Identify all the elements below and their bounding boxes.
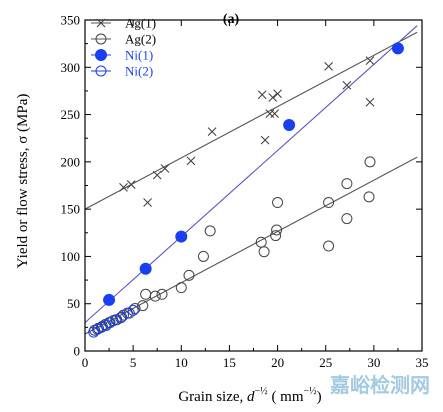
point-ni-1: [391, 42, 404, 55]
point-ag-2: [156, 288, 168, 300]
legend-marker-ag-1: [96, 18, 106, 28]
x-axis-title-close: ): [317, 389, 322, 405]
fit-line: [84, 31, 418, 210]
x-axis-title-main: Grain size,: [178, 389, 247, 405]
point-ag-1: [257, 90, 267, 100]
point-ag-2: [341, 178, 353, 190]
point-ni-1: [139, 262, 152, 275]
x-tick-label: 35: [416, 355, 429, 370]
x-axis-title-unit: ( mm: [268, 389, 304, 405]
point-ag-1: [273, 89, 282, 99]
x-axis-title-unit-sup: −½: [304, 386, 318, 397]
legend-label-ag-2: Ag(2): [125, 32, 156, 47]
point-ni-1: [283, 118, 296, 131]
point-ag-2: [323, 197, 335, 209]
point-ag-1: [365, 97, 375, 107]
point-ag-2: [149, 290, 161, 302]
panel-label: (a): [223, 12, 240, 27]
point-ag-2: [258, 246, 270, 258]
y-tick-label: 250: [61, 107, 81, 122]
x-tick-label: 20: [271, 355, 284, 370]
fit-line: [84, 25, 418, 324]
point-ag-1: [324, 61, 333, 71]
point-ag-2: [323, 240, 335, 252]
y-tick-label: 50: [67, 296, 80, 311]
y-tick-label: 0: [74, 344, 81, 359]
watermark: 嘉峪检测网: [329, 373, 430, 397]
x-axis-title: Grain size, d−½ ( mm−½): [178, 386, 321, 405]
point-ag-1: [260, 135, 270, 145]
point-ag-2: [272, 197, 284, 209]
x-tick-label: 10: [175, 355, 188, 370]
y-tick-label: 200: [61, 154, 81, 169]
legend-label-ni-2: Ni(2): [125, 64, 153, 79]
point-ni-2: [104, 317, 116, 329]
legend-label-ag-1: Ag(1): [125, 16, 156, 31]
point-ni-1: [175, 230, 188, 243]
point-ni-2: [100, 319, 112, 331]
x-tick-label: 30: [367, 355, 380, 370]
point-ag-1: [143, 198, 152, 207]
point-ag-2: [204, 225, 216, 237]
point-ni-2: [110, 314, 122, 326]
x-tick-label: 0: [82, 355, 89, 370]
point-ag-1: [126, 180, 136, 189]
y-tick-label: 100: [61, 249, 81, 264]
point-ni-2: [127, 304, 139, 316]
point-ag-2: [271, 224, 283, 236]
point-ag-2: [363, 191, 375, 203]
x-axis-title-var: d: [247, 389, 255, 405]
legend-marker-ag-2: [95, 33, 107, 45]
point-ni-2: [95, 321, 107, 333]
legend-marker-ni-1: [95, 49, 107, 61]
point-ag-1: [119, 183, 128, 192]
point-ag-2: [137, 300, 149, 312]
point-ni-2: [116, 311, 128, 323]
point-ag-1: [268, 93, 278, 102]
point-ag-2: [197, 250, 209, 262]
point-ag-1: [186, 156, 196, 166]
legend: Ag(1)Ag(2)Ni(1)Ni(2): [91, 16, 156, 79]
point-ag-1: [270, 109, 280, 119]
point-ag-2: [341, 213, 353, 225]
point-ni-1: [103, 293, 116, 306]
y-tick-label: 150: [61, 202, 81, 217]
point-ag-2: [270, 230, 282, 242]
point-ag-1: [160, 164, 170, 173]
point-ag-1: [207, 127, 217, 136]
x-tick-label: 5: [130, 355, 137, 370]
point-ag-1: [365, 56, 375, 66]
y-tick-label: 350: [61, 13, 81, 28]
data-marks: [88, 42, 404, 338]
y-tick-label: 300: [61, 60, 81, 75]
x-axis-title-sup: −½: [255, 386, 269, 397]
point-ag-2: [364, 156, 376, 168]
point-ag-1: [342, 80, 352, 90]
point-ni-2: [121, 307, 133, 319]
point-ag-1: [152, 170, 162, 180]
legend-label-ni-1: Ni(1): [125, 48, 153, 63]
point-ag-2: [140, 288, 152, 300]
legend-marker-ni-2: [95, 65, 107, 77]
y-axis-title: Yield or flow stress, σ (MPa): [15, 94, 31, 269]
point-ag-2: [183, 269, 195, 281]
fit-line: [84, 156, 418, 335]
x-tick-label: 15: [223, 355, 236, 370]
fit-lines: [84, 25, 418, 335]
axes: [84, 19, 423, 352]
x-tick-label: 25: [319, 355, 332, 370]
point-ag-2: [175, 282, 187, 294]
